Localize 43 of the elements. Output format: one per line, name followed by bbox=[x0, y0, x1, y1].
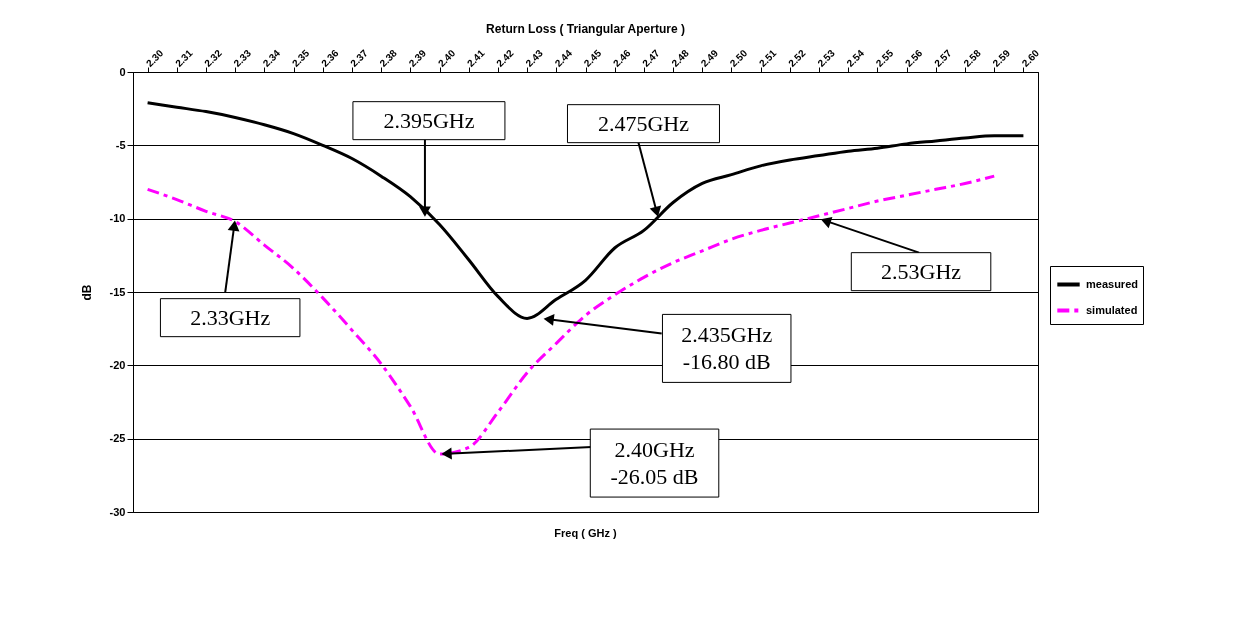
legend-label: simulated bbox=[1086, 303, 1138, 316]
y-tick-label: -5 bbox=[115, 138, 126, 151]
y-tick-label: -30 bbox=[109, 505, 126, 518]
y-tick-label: 0 bbox=[119, 65, 126, 78]
y-axis-title: dB bbox=[79, 284, 94, 301]
y-tick-label: -25 bbox=[109, 432, 126, 445]
x-tick-label: 2.54 bbox=[844, 47, 867, 70]
x-tick-label: 2.38 bbox=[377, 47, 400, 70]
legend-label: measured bbox=[1086, 277, 1138, 290]
x-axis-title: Freq ( GHz ) bbox=[554, 527, 617, 539]
x-tick-label: 2.58 bbox=[961, 47, 984, 70]
x-tick-label: 2.59 bbox=[990, 47, 1013, 70]
x-tick-label: 2.33 bbox=[231, 47, 254, 70]
x-tick-label: 2.46 bbox=[610, 47, 633, 70]
y-tick-label: -15 bbox=[109, 285, 126, 298]
x-tick-label: 2.56 bbox=[902, 47, 925, 70]
x-tick-label: 2.50 bbox=[727, 47, 750, 70]
x-tick-label: 2.30 bbox=[143, 47, 166, 70]
annotation: 2.33GHz bbox=[190, 304, 271, 330]
x-tick-label: 2.44 bbox=[552, 47, 575, 70]
x-tick-label: 2.40 bbox=[435, 47, 458, 70]
x-tick-label: 2.39 bbox=[406, 47, 429, 70]
x-tick-label: 2.42 bbox=[494, 47, 517, 70]
annotation: 2.40GHz -26.05 dB bbox=[610, 436, 699, 489]
x-tick-label: 2.48 bbox=[669, 47, 692, 70]
y-tick-label: -10 bbox=[109, 212, 126, 225]
annotation: 2.475GHz bbox=[597, 110, 690, 136]
x-tick-label: 2.32 bbox=[202, 47, 225, 70]
x-tick-label: 2.52 bbox=[786, 47, 808, 70]
x-tick-label: 2.31 bbox=[173, 47, 195, 70]
x-tick-label: 2.60 bbox=[1019, 47, 1042, 70]
annotation: 2.435GHz -16.80 dB bbox=[681, 321, 773, 374]
x-tick-label: 2.49 bbox=[698, 47, 721, 70]
annotation: 2.53GHz bbox=[881, 258, 962, 284]
x-tick-label: 2.36 bbox=[319, 47, 341, 70]
y-tick-label: -20 bbox=[109, 358, 126, 371]
x-tick-label: 2.34 bbox=[260, 47, 283, 70]
x-tick-label: 2.41 bbox=[464, 47, 487, 70]
x-tick-label: 2.43 bbox=[523, 47, 546, 70]
x-tick-label: 2.53 bbox=[815, 47, 838, 70]
x-tick-label: 2.51 bbox=[756, 47, 779, 70]
chart-title: Return Loss ( Triangular Aperture ) bbox=[486, 21, 685, 36]
annotation: 2.395GHz bbox=[383, 107, 475, 133]
